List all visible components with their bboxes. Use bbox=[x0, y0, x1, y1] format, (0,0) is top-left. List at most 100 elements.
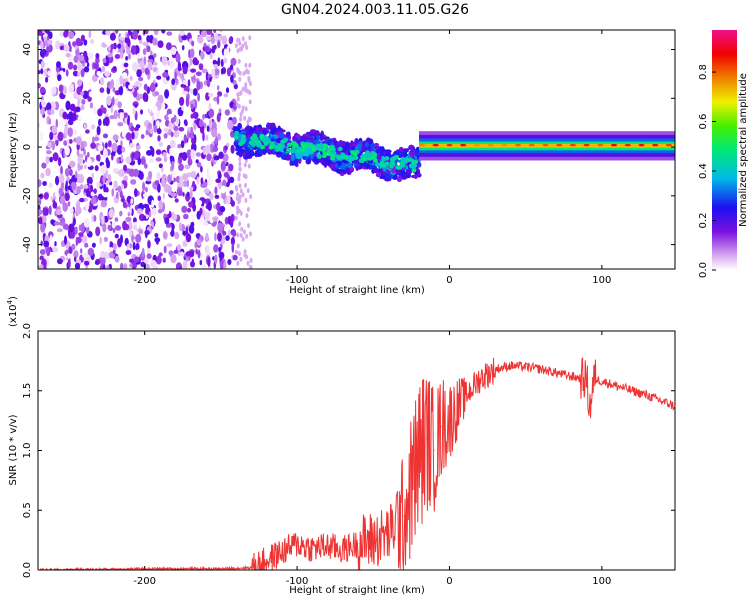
tick-label: 0.0 bbox=[698, 262, 709, 278]
noise-blob bbox=[141, 190, 144, 200]
noise-blob bbox=[208, 118, 213, 128]
noise-blob bbox=[118, 169, 125, 177]
noise-blob bbox=[105, 180, 109, 186]
band-blob bbox=[270, 129, 276, 135]
band-peak bbox=[379, 160, 385, 166]
noise-blob bbox=[118, 85, 124, 96]
noise-blob bbox=[89, 102, 93, 109]
noise-blob bbox=[230, 236, 235, 246]
noise-blob bbox=[238, 166, 242, 172]
noise-blob bbox=[211, 83, 216, 90]
noise-blob bbox=[64, 145, 70, 156]
noise-blob bbox=[151, 199, 155, 208]
noise-blob bbox=[48, 205, 52, 215]
noise-blob bbox=[183, 134, 187, 144]
noise-blob bbox=[173, 249, 179, 254]
band-peak bbox=[318, 143, 324, 148]
noise-blob bbox=[87, 151, 90, 158]
noise-blob bbox=[217, 232, 222, 242]
noise-blob bbox=[178, 127, 185, 132]
snr-point bbox=[593, 378, 595, 380]
noise-blob bbox=[108, 208, 114, 218]
noise-blob bbox=[211, 128, 218, 138]
noise-blob bbox=[205, 232, 209, 241]
noise-blob bbox=[145, 214, 149, 220]
noise-blob bbox=[74, 226, 78, 235]
noise-blob bbox=[238, 76, 242, 82]
band-blob bbox=[244, 146, 251, 155]
noise-blob bbox=[99, 87, 105, 93]
noise-blob bbox=[130, 45, 137, 55]
tick-label: -100 bbox=[286, 275, 309, 286]
noise-blob bbox=[197, 35, 204, 44]
noise-blob bbox=[192, 180, 196, 188]
noise-blob bbox=[58, 173, 65, 184]
noise-blob bbox=[99, 236, 102, 245]
noise-blob bbox=[38, 259, 42, 266]
snr-point bbox=[464, 396, 466, 398]
snr-point bbox=[479, 378, 481, 380]
noise-blob bbox=[135, 242, 140, 251]
noise-blob bbox=[46, 150, 52, 155]
noise-blob bbox=[46, 102, 52, 112]
noise-blob bbox=[117, 43, 122, 49]
noise-blob bbox=[174, 231, 180, 240]
tick-label: -40 bbox=[22, 236, 33, 252]
noise-blob bbox=[121, 72, 128, 79]
snr-point bbox=[37, 569, 39, 571]
noise-blob bbox=[99, 256, 106, 266]
noise-blob bbox=[78, 232, 84, 237]
noise-blob bbox=[198, 63, 204, 71]
noise-blob bbox=[235, 249, 238, 255]
noise-blob bbox=[208, 108, 215, 118]
noise-blob bbox=[60, 45, 64, 51]
noise-blob bbox=[242, 71, 246, 76]
band-blob bbox=[367, 160, 374, 164]
noise-blob bbox=[143, 203, 150, 209]
noise-blob bbox=[218, 108, 222, 114]
noise-blob bbox=[228, 163, 234, 172]
carrier-peak bbox=[542, 143, 549, 147]
noise-blob bbox=[64, 125, 69, 136]
noise-blob bbox=[162, 192, 165, 200]
noise-blob bbox=[83, 218, 90, 228]
noise-blob bbox=[163, 231, 168, 239]
noise-blob bbox=[179, 30, 185, 36]
noise-blob bbox=[104, 142, 108, 149]
band-peak bbox=[411, 164, 417, 169]
colorbar-label: Normalized spectral amplitude bbox=[738, 73, 749, 227]
noise-blob bbox=[99, 137, 103, 147]
band-peak bbox=[400, 163, 406, 168]
noise-blob bbox=[190, 170, 197, 179]
noise-blob bbox=[211, 45, 216, 54]
noise-blob bbox=[47, 70, 52, 77]
noise-blob bbox=[102, 148, 108, 159]
noise-blob bbox=[38, 30, 43, 37]
noise-blob bbox=[241, 86, 245, 92]
noise-blob bbox=[95, 56, 100, 64]
noise-blob bbox=[143, 83, 148, 91]
band-blob bbox=[375, 172, 382, 178]
tick-label: 0 bbox=[446, 275, 452, 286]
noise-blob bbox=[149, 111, 154, 117]
noise-blob bbox=[55, 138, 59, 147]
noise-blob bbox=[126, 49, 132, 55]
noise-blob bbox=[69, 207, 74, 214]
noise-blob bbox=[245, 254, 248, 260]
snr-point bbox=[426, 437, 428, 440]
band-peak bbox=[233, 135, 239, 140]
noise-blob bbox=[150, 50, 153, 56]
band-peak bbox=[302, 150, 308, 155]
tick-label: 0.4 bbox=[698, 163, 709, 179]
noise-blob bbox=[58, 84, 64, 93]
noise-blob bbox=[134, 150, 140, 161]
noise-blob bbox=[112, 96, 115, 106]
noise-blob bbox=[77, 116, 83, 123]
noise-blob bbox=[185, 257, 189, 262]
noise-blob bbox=[122, 220, 127, 231]
noise-blob bbox=[186, 130, 190, 140]
noise-blob bbox=[211, 68, 216, 78]
noise-blob bbox=[107, 53, 113, 58]
noise-blob bbox=[192, 79, 196, 84]
noise-blob bbox=[236, 260, 240, 266]
